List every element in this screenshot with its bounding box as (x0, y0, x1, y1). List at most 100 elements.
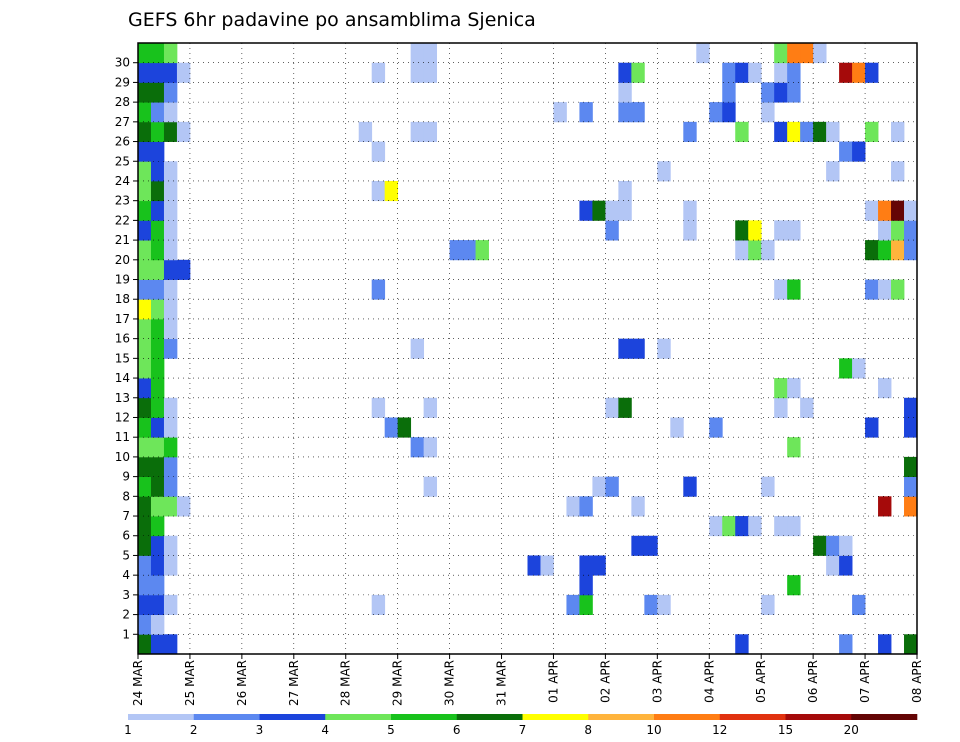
colorbar-segment (785, 714, 852, 720)
x-tick-label: 07 APR (858, 660, 872, 703)
heatmap-cell (800, 121, 814, 142)
heatmap-cell (709, 417, 723, 438)
y-tick-label: 30 (115, 56, 130, 70)
heatmap-cell (891, 240, 905, 261)
heatmap-cell (138, 259, 152, 280)
heatmap-cell (878, 634, 892, 655)
x-tick-label: 24 MAR (131, 660, 145, 706)
heatmap-cell (410, 338, 425, 359)
y-axis-ticks: 1234567891011121314151617181920212223242… (115, 56, 138, 641)
colorbar-label: 7 (519, 723, 527, 737)
heatmap-cell (566, 496, 580, 517)
heatmap-cell (631, 62, 645, 83)
heatmap-cell (138, 62, 152, 83)
colorbar-segment (588, 714, 655, 720)
heatmap-cell (800, 397, 814, 418)
x-axis-ticks: 24 MAR 25 MAR 26 MAR 27 MAR 28 MAR 29 MAR 30 M… (131, 654, 924, 706)
heatmap-cell (138, 318, 152, 340)
heatmap-cell (657, 161, 671, 182)
x-tick-label: 30 MAR (443, 660, 457, 706)
heatmap-cell (163, 299, 178, 320)
colorbar-label: 12 (712, 723, 727, 737)
heatmap-cell (150, 259, 165, 280)
heatmap-cell (592, 555, 606, 576)
heatmap-cell (138, 338, 152, 359)
y-tick-label: 11 (115, 430, 130, 444)
heatmap-cell (761, 102, 775, 123)
heatmap-cell (735, 516, 749, 537)
heatmap-cell (150, 417, 165, 438)
heatmap-cell (722, 516, 736, 537)
heatmap-cell (618, 338, 632, 359)
heatmap-cell (138, 516, 152, 537)
heatmap-cell (761, 82, 775, 103)
heatmap-cell (150, 82, 165, 103)
heatmap-cell (787, 437, 801, 458)
heatmap-cell (618, 200, 632, 221)
heatmap-cell (852, 358, 866, 379)
heatmap-cell (138, 397, 152, 418)
heatmap-cell (150, 240, 165, 261)
heatmap-cell (150, 43, 165, 64)
heatmap-cell (735, 220, 749, 241)
y-tick-label: 7 (122, 509, 130, 523)
y-tick-label: 17 (115, 312, 130, 326)
heatmap-cell (904, 456, 918, 478)
heatmap-cell (163, 259, 178, 280)
heatmap-cell (735, 634, 749, 655)
y-tick-label: 3 (122, 588, 130, 602)
x-tick-label: 27 MAR (287, 660, 301, 706)
x-tick-label: 08 APR (910, 660, 924, 703)
heatmap-cell (138, 417, 152, 438)
heatmap-cell (657, 594, 671, 615)
heatmap-cell (618, 62, 632, 83)
colorbar-label: 2 (190, 723, 198, 737)
heatmap-cell (527, 555, 541, 576)
heatmap-cell (163, 180, 178, 202)
heatmap-cell (163, 634, 178, 655)
heatmap-cell (826, 161, 840, 182)
heatmap-cell (475, 240, 489, 261)
heatmap-cell (683, 476, 697, 497)
heatmap-cell (774, 82, 788, 103)
heatmap-cell (423, 121, 438, 142)
heatmap-cell (839, 555, 853, 576)
colorbar-label: 15 (778, 723, 793, 737)
heatmap-cell (787, 82, 801, 103)
heatmap-cell (138, 456, 152, 478)
heatmap-cell (449, 240, 463, 261)
colorbar-label: 10 (646, 723, 661, 737)
y-tick-label: 13 (115, 391, 130, 405)
heatmap-cell (150, 141, 165, 162)
heatmap-cell (878, 279, 892, 300)
x-tick-label: 04 APR (702, 660, 716, 703)
heatmap-cell (865, 121, 879, 142)
heatmap-cell (138, 82, 152, 103)
grid-lines (138, 43, 917, 654)
heatmap-cell (579, 575, 593, 596)
colorbar-segment (259, 714, 326, 720)
heatmap-cell (138, 102, 152, 123)
heatmap-cell (163, 496, 178, 517)
heatmap-cell (891, 279, 905, 300)
colorbar-segment (719, 714, 786, 720)
heatmap-cell (774, 378, 788, 399)
colorbar-segment (193, 714, 260, 720)
y-tick-label: 23 (115, 194, 130, 208)
heatmap-cell (891, 200, 905, 221)
heatmap-cell (904, 496, 918, 517)
heatmap-cell (618, 82, 632, 103)
heatmap-cell (138, 437, 152, 458)
heatmap-cell (150, 358, 165, 379)
heatmap-cell (722, 62, 736, 83)
heatmap-cell (644, 535, 658, 556)
heatmap-cell (735, 62, 749, 83)
heatmap-cell (150, 456, 165, 478)
heatmap-cell (410, 437, 425, 458)
heatmap-cell (163, 318, 178, 340)
heatmap-cell (150, 121, 165, 142)
heatmap-cell (865, 279, 879, 300)
heatmap-cell (423, 62, 438, 83)
heatmap-cell (163, 121, 178, 142)
heatmap-cell (138, 555, 152, 576)
